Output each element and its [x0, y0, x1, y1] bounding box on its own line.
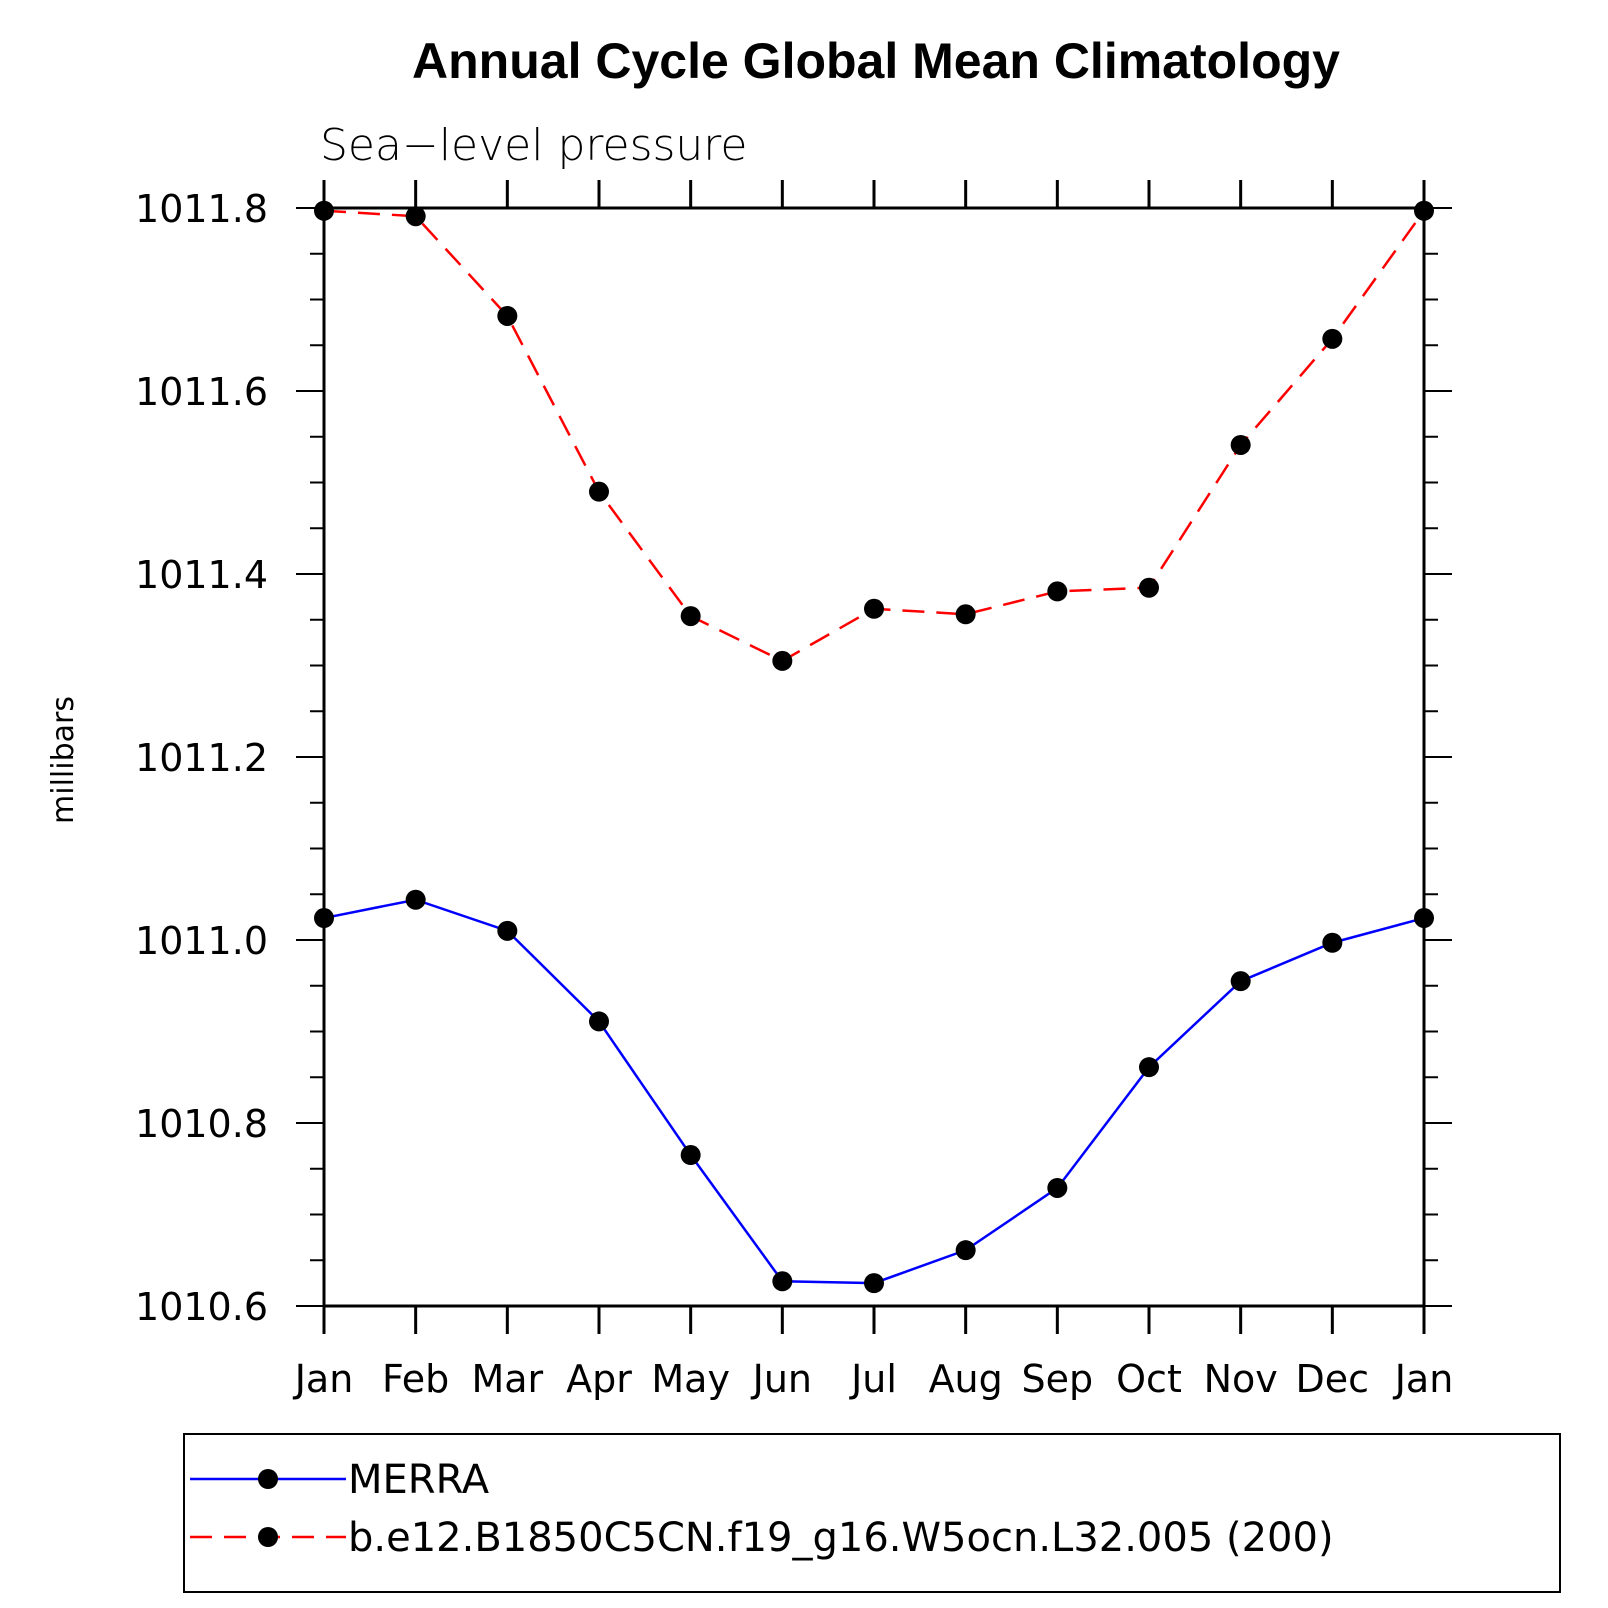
plot-frame	[322, 206, 1426, 1308]
x-tick-label: Jul	[849, 1357, 897, 1401]
y-tick-label: 1011.6	[135, 370, 268, 414]
series-1-point	[497, 305, 518, 326]
x-tick-label: Mar	[471, 1357, 543, 1401]
series-1-point	[864, 598, 884, 619]
series-layer	[314, 200, 1434, 1294]
series-1-point	[772, 650, 793, 671]
x-tick-label: Aug	[929, 1357, 1003, 1401]
y-tick-label: 1011.2	[135, 736, 268, 780]
legend-frame	[183, 1433, 1561, 1593]
series-1-point	[1047, 581, 1068, 602]
series-1-point	[1230, 434, 1251, 455]
x-tick-label: Apr	[566, 1357, 632, 1401]
x-tick-labels: Jan Feb Mar Apr May Jun Jul Aug Sep Oct Nov Dec Jan	[293, 1357, 1454, 1401]
series-0-point	[864, 1273, 884, 1294]
y-tick-label: 1011.8	[135, 187, 268, 231]
series-0-point	[1047, 1177, 1068, 1198]
y-tick-label: 1010.6	[135, 1285, 268, 1329]
series-0-point	[497, 920, 518, 941]
series-1-point	[589, 481, 609, 502]
series-1-point	[1139, 577, 1159, 598]
series-1-point	[405, 206, 426, 227]
series-0-point	[680, 1145, 701, 1166]
series-0-point	[1230, 971, 1251, 992]
legend-marker-0	[258, 1469, 278, 1489]
y-tick-label: 1011.0	[135, 919, 268, 963]
series-0-point	[772, 1271, 793, 1292]
legend-label-1: b.e12.B1850C5CN.f19_g16.W5ocn.L32.005 (2…	[348, 1515, 1334, 1561]
series-0-point	[955, 1240, 976, 1261]
chart-title: Annual Cycle Global Mean Climatology	[412, 33, 1340, 89]
series-0-point	[405, 889, 426, 910]
x-tick-label: Dec	[1296, 1357, 1370, 1401]
legend-marker-1	[258, 1527, 278, 1547]
series-line-1	[323, 209, 1426, 663]
x-tick-label: May	[651, 1357, 730, 1401]
x-tick-label: Jan	[1393, 1357, 1454, 1401]
series-1-point	[680, 606, 701, 627]
y-axis-label: millibars	[46, 696, 81, 824]
series-0-point	[1322, 932, 1343, 953]
axis-ticks	[296, 180, 1452, 1334]
x-tick-label: Jun	[751, 1357, 812, 1401]
series-0-point	[1139, 1057, 1159, 1078]
x-tick-label: Oct	[1116, 1357, 1182, 1401]
y-tick-label: 1010.8	[135, 1102, 268, 1146]
x-tick-label: Sep	[1022, 1357, 1094, 1401]
y-tick-labels: 1010.6 1010.8 1011.0 1011.2 1011.4 1011.6 1011…	[135, 187, 268, 1329]
chart-subtitle: Sea−level pressure	[320, 120, 748, 171]
legend: MERRA b.e12.B1850C5CN.f19_g16.W5ocn.L32.0…	[183, 1433, 1561, 1593]
series-0-point	[589, 1011, 609, 1032]
series-1-point	[1322, 328, 1343, 349]
series-line-0	[323, 898, 1425, 1285]
series-1-point	[955, 604, 976, 625]
x-tick-label: Nov	[1204, 1357, 1278, 1401]
x-tick-label: Jan	[293, 1357, 354, 1401]
legend-label-0: MERRA	[348, 1457, 490, 1503]
x-tick-label: Feb	[382, 1357, 449, 1401]
y-tick-label: 1011.4	[135, 553, 268, 597]
